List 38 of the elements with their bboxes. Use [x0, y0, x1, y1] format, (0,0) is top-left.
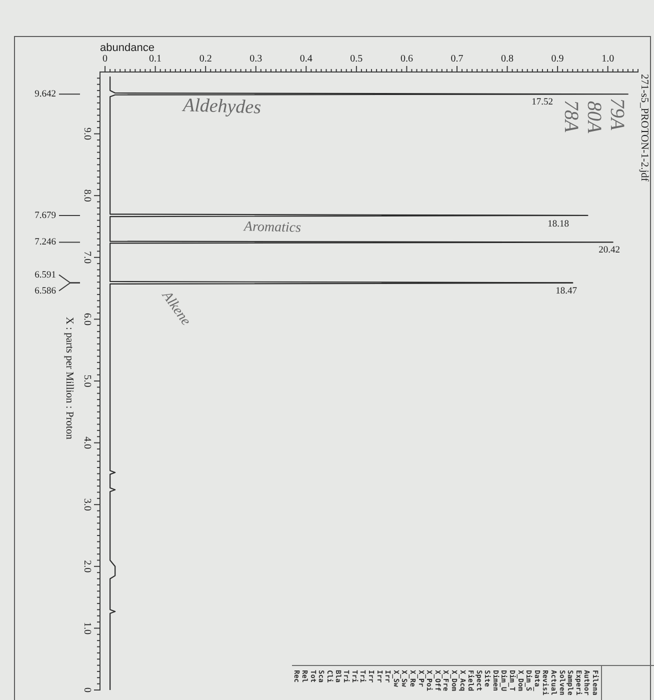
text: 7.679 — [34, 210, 56, 221]
y-tick-label: 0 — [81, 688, 92, 692]
annotation: 79A — [606, 98, 628, 131]
annotation: 17.52 — [532, 97, 554, 108]
y-tick-label: 5.0 — [81, 374, 92, 388]
y-tick-label: 9.0 — [81, 128, 92, 140]
x-tick-label: 0.9 — [551, 54, 564, 65]
x-tick-label: 0.8 — [501, 54, 514, 65]
y-tick-label: 2.0 — [81, 560, 92, 573]
annotation: Aromatics — [242, 220, 302, 236]
y-tick-label: 6.0 — [81, 312, 92, 326]
x-tick-label: 0.6 — [400, 54, 413, 65]
annotation: 80A — [582, 101, 605, 134]
x-tick-label: 0.7 — [450, 54, 464, 65]
x-tick-label: 0.1 — [149, 54, 162, 65]
text: 271-s5_PROTON-1-2.jdf — [638, 74, 650, 182]
x-tick-label: 0.2 — [199, 54, 212, 65]
y-tick-label: 7.0 — [81, 251, 92, 264]
y-tick-label: 8.0 — [81, 189, 92, 202]
x-tick-label: 0 — [102, 54, 108, 65]
y-axis-title: X : parts per Million : Proton — [63, 316, 74, 440]
text: 6.586 — [34, 286, 56, 296]
x-axis-title: abundance — [100, 42, 154, 54]
x-tick-label: 0.3 — [250, 54, 262, 65]
x-tick-label: 0.4 — [300, 54, 312, 65]
x-tick-label: 0.5 — [350, 54, 363, 65]
x-tick-label: 1.0 — [602, 54, 614, 65]
annotation: 18.47 — [556, 286, 578, 296]
annotation: 20.42 — [598, 245, 620, 256]
y-tick-label: 3.0 — [81, 498, 92, 511]
text: 9.642 — [34, 90, 56, 100]
annotation: 18.18 — [548, 219, 570, 230]
annotation: 78A — [560, 100, 582, 133]
annotation: Aldehydes — [180, 94, 262, 118]
y-tick-label: 1.0 — [81, 622, 92, 634]
y-tick-label: 4.0 — [81, 436, 92, 450]
text: 7.246 — [34, 238, 56, 248]
text: 6.591 — [34, 270, 56, 280]
